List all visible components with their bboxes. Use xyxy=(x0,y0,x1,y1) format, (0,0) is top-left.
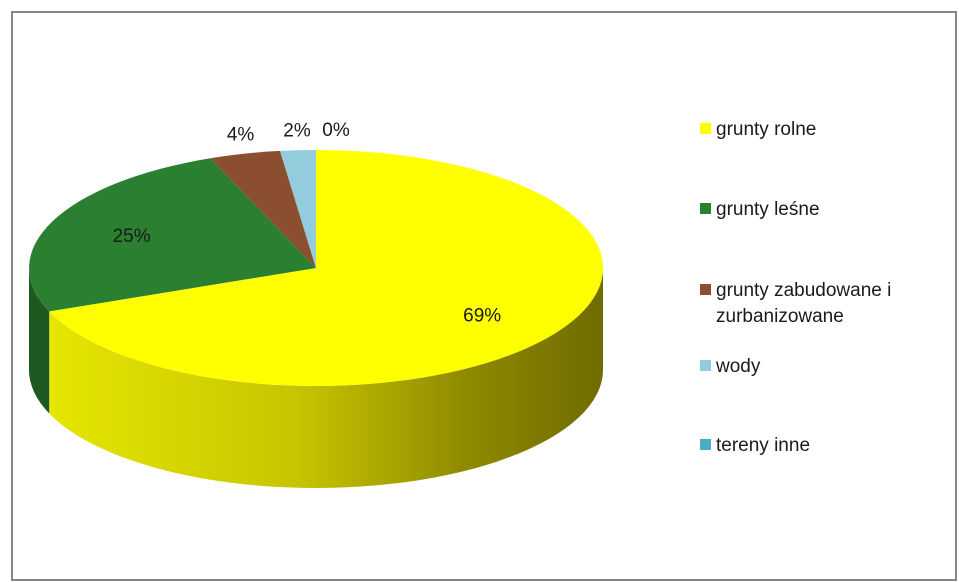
data-label-grunty-zabudowane-i-zurbanizowane: 4% xyxy=(227,124,255,145)
legend-label: grunty zabudowane i zurbanizowane xyxy=(716,280,892,327)
legend-item-grunty-zabudowane-i-zurbanizowane: grunty zabudowane i zurbanizowane xyxy=(700,278,956,330)
pie-side-grunty-lesne xyxy=(29,268,50,414)
data-label-tereny-inne: 0% xyxy=(322,120,350,141)
legend-label: wody xyxy=(716,356,761,377)
legend-swatch xyxy=(700,360,711,371)
data-label-wody: 2% xyxy=(283,120,311,141)
data-label-grunty-rolne: 69% xyxy=(463,305,501,326)
pie-slice-grunty-lesne xyxy=(29,158,316,312)
legend-swatch xyxy=(700,439,711,450)
legend-item-tereny-inne: tereny inne xyxy=(700,433,956,459)
pie-slice-grunty-rolne xyxy=(49,150,604,386)
pie-slice-grunty-zabudowane-i-zurbanizowane xyxy=(210,150,316,268)
pie-slice-wody xyxy=(280,149,316,268)
legend-item-grunty-lesne: grunty leśne xyxy=(700,197,956,223)
legend-swatch xyxy=(700,123,711,134)
legend-swatch xyxy=(700,284,711,295)
legend-item-grunty-rolne: grunty rolne xyxy=(700,117,956,143)
legend-label: grunty rolne xyxy=(716,119,817,140)
legend-swatch xyxy=(700,203,711,214)
data-label-grunty-lesne: 25% xyxy=(113,226,151,247)
legend: grunty rolne grunty leśne grunty zabudowan… xyxy=(700,0,955,583)
legend-label: tereny inne xyxy=(716,435,811,456)
legend-label: grunty leśne xyxy=(716,199,820,220)
pie-side-grunty-rolne xyxy=(49,268,603,488)
legend-item-wody: wody xyxy=(700,354,956,380)
